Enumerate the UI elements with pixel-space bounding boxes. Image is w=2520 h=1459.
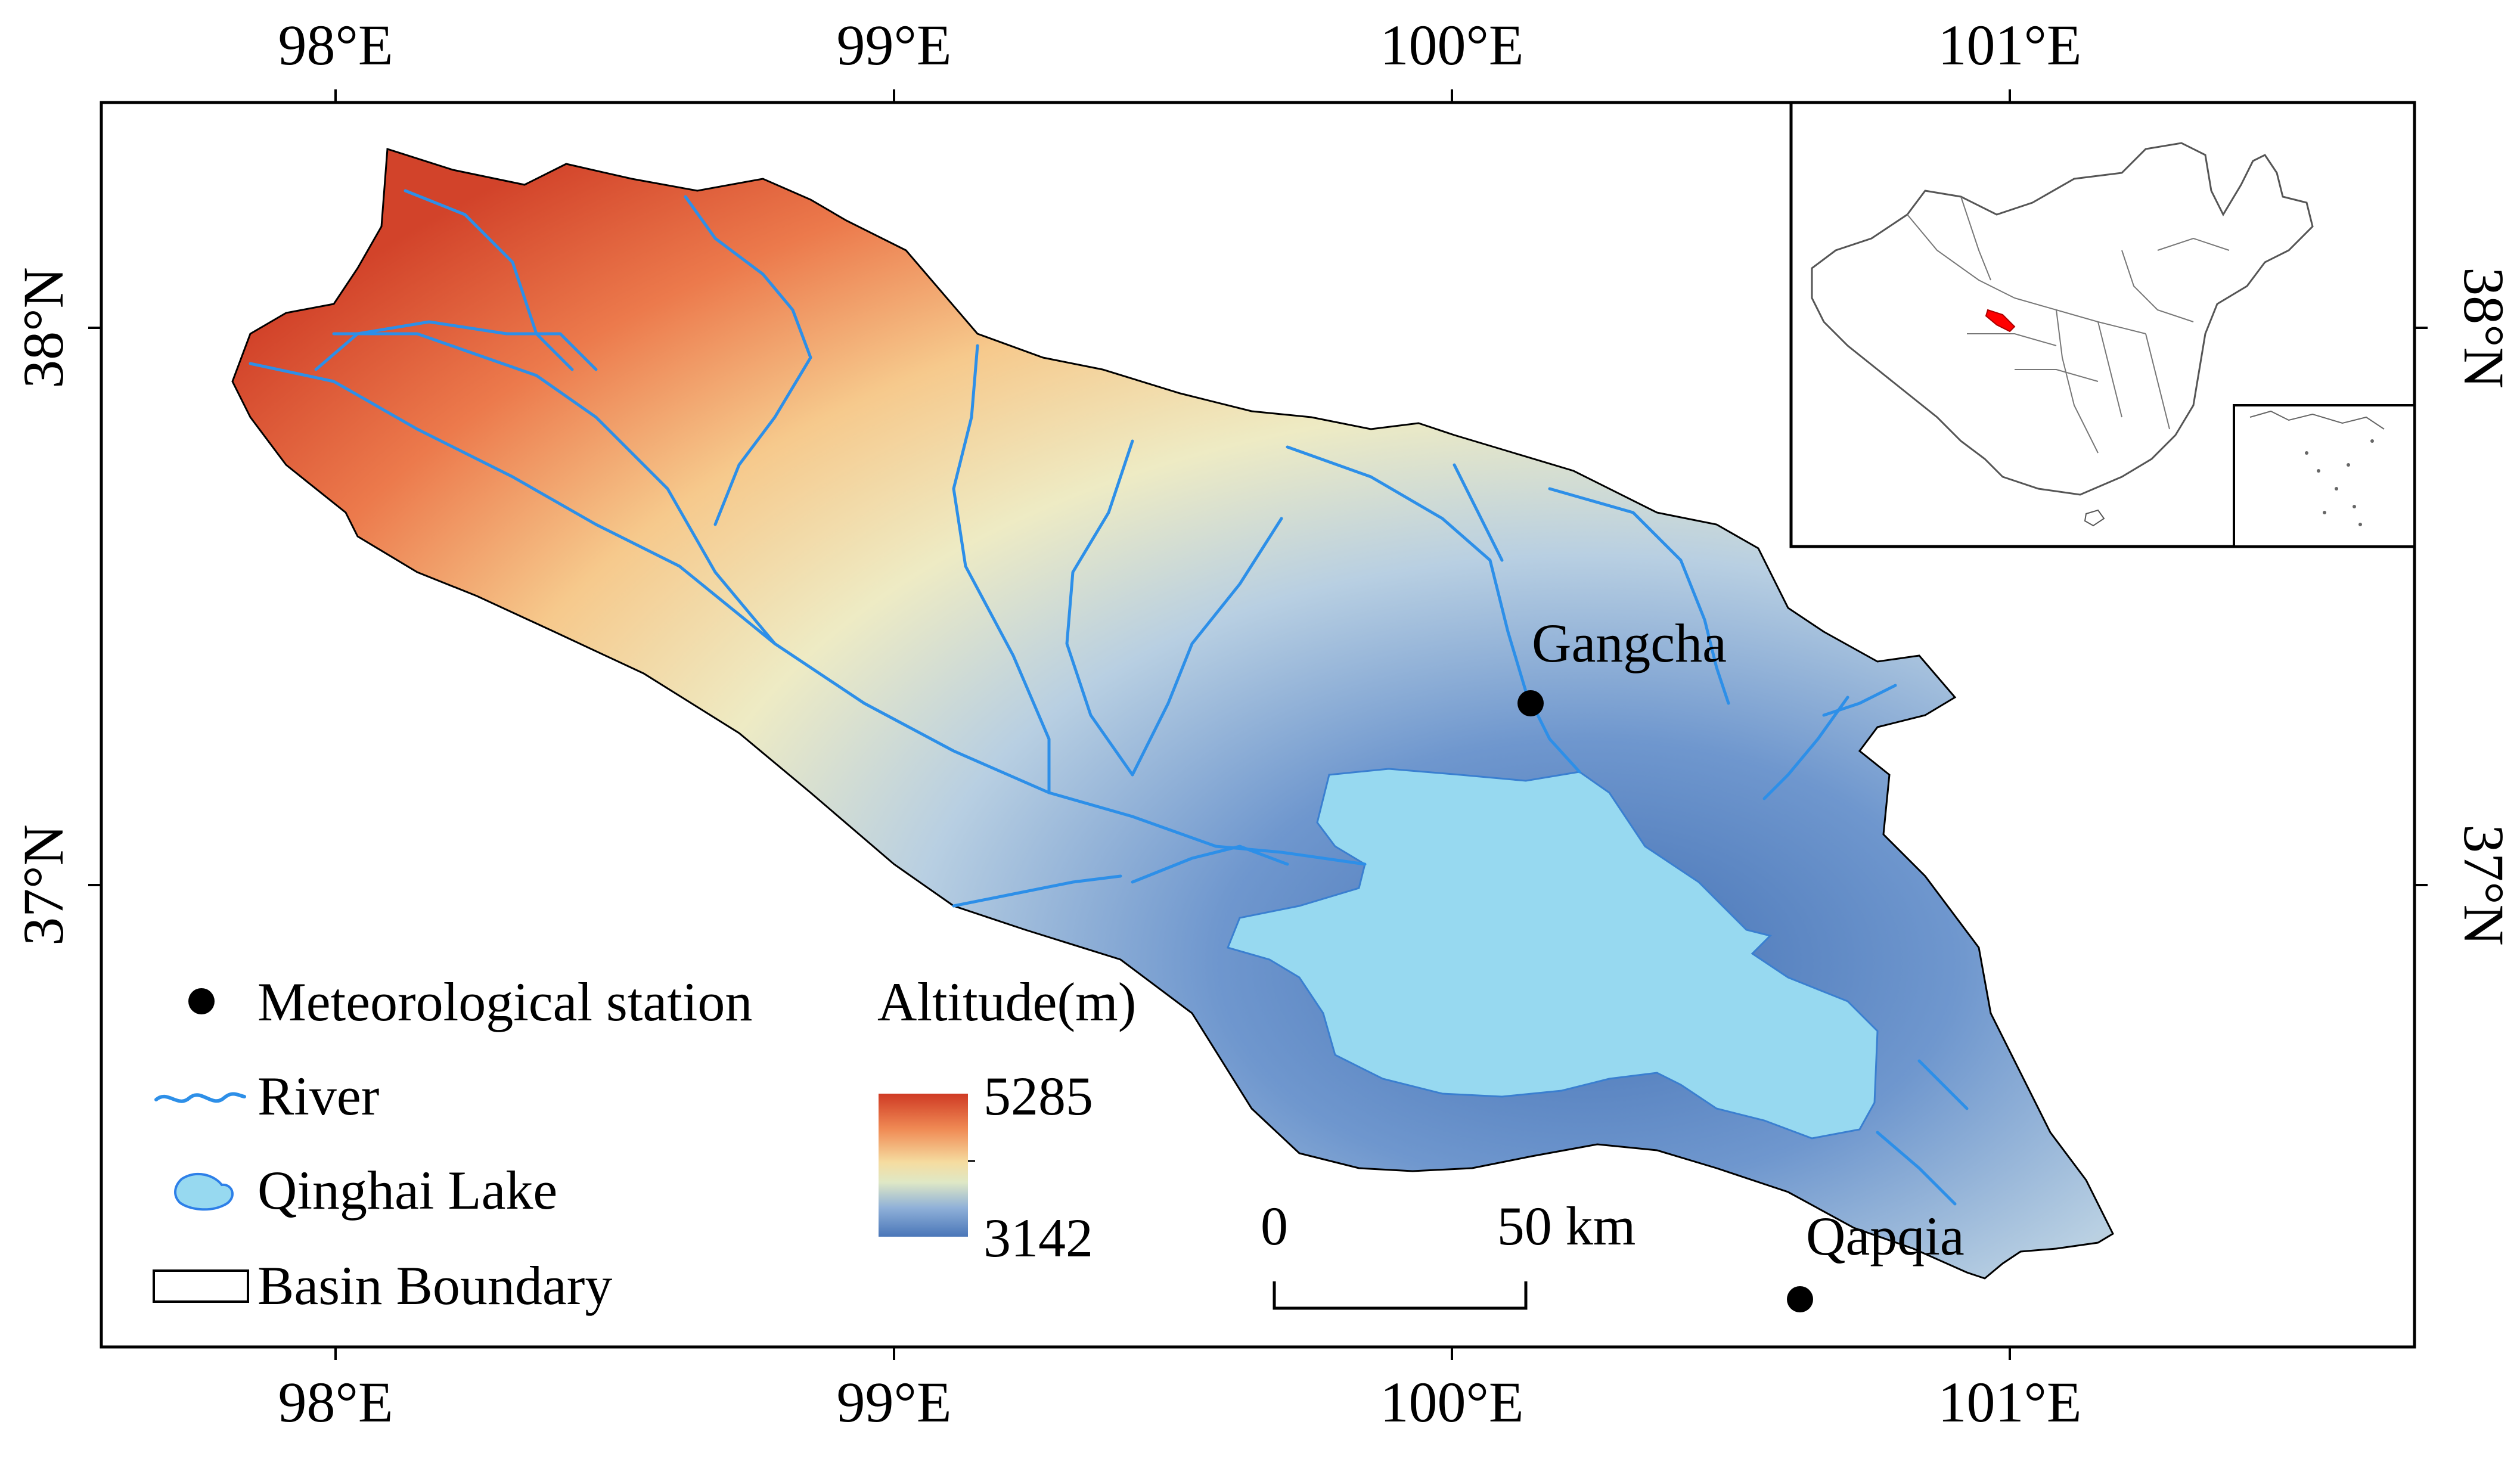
river-mid-trib [952, 344, 1051, 794]
gangcha-station-marker [1517, 690, 1544, 716]
river-shaliu [1286, 445, 1581, 774]
scale-bar-line [1273, 1281, 1528, 1310]
legend-lake-label: Qinghai Lake [257, 1160, 557, 1221]
qinghai-lake-basin-highlight [1985, 309, 2016, 333]
altitude-title: Altitude(m) [877, 971, 1136, 1032]
river-network [249, 189, 1969, 1206]
scale-bar: 0 50 km [1261, 1196, 1636, 1310]
river-south-trib-2 [952, 874, 1122, 908]
river-north-trib [332, 332, 777, 645]
map-legend: Meteorological station River Qinghai Lak… [153, 971, 752, 1316]
lon-label-top-100: 100°E [1380, 13, 1523, 77]
qinghai-lake [1226, 768, 1879, 1140]
river-east-trib [1131, 517, 1283, 777]
lon-label-bottom-100: 100°E [1380, 1370, 1523, 1434]
legend-station-symbol [188, 988, 215, 1014]
lon-label-top-101: 101°E [1938, 13, 2081, 77]
river-upper-trib [404, 189, 574, 371]
river-upper-trib-2 [684, 195, 812, 526]
legend-river-label: River [257, 1066, 379, 1126]
river-west-trib [314, 320, 598, 371]
legend-boundary-label: Basin Boundary [257, 1255, 612, 1316]
river-shaliu-trib [1453, 463, 1504, 562]
lat-label-right-38: 38°N [2452, 267, 2516, 389]
map-frame [100, 101, 2416, 1349]
subinset-islands [2305, 439, 2374, 526]
river-mid-trib-2 [1065, 439, 1134, 777]
lon-label-bottom-101: 101°E [1938, 1370, 2081, 1434]
scale-zero-label: 0 [1261, 1196, 1288, 1256]
qapqia-station-label: Qapqia [1806, 1206, 1965, 1266]
province-boundaries [1907, 196, 2230, 454]
river-buha-main [249, 362, 1367, 866]
china-inset-map [1789, 101, 2416, 548]
hainan-island [2084, 509, 2105, 527]
lon-label-top-98: 98°E [278, 13, 393, 77]
altitude-ramp [879, 1094, 968, 1237]
legend-station-label: Meteorological station [257, 971, 752, 1032]
legend-boundary-symbol [153, 1269, 249, 1303]
south-china-sea-subinset [2233, 404, 2416, 548]
gangcha-station-label: Gangcha [1532, 613, 1727, 673]
lat-label-right-37: 37°N [2452, 824, 2516, 946]
legend-lake-symbol [174, 1173, 234, 1211]
lon-label-bottom-99: 99°E [836, 1370, 951, 1434]
lon-label-bottom-98: 98°E [278, 1370, 393, 1434]
qapqia-station-marker [1787, 1286, 1813, 1312]
altitude-max-label: 5285 [983, 1066, 1093, 1126]
altitude-min-label: 3142 [983, 1207, 1093, 1268]
river-east-small [1762, 696, 1849, 800]
lon-label-top-99: 99°E [836, 13, 951, 77]
lat-label-left-38: 38°N [11, 267, 75, 389]
scale-distance-label: 50 km [1497, 1196, 1636, 1256]
lat-label-left-37: 37°N [11, 824, 75, 946]
graticule-ticks [88, 89, 2428, 1360]
china-outline [1811, 142, 2314, 496]
river-east-small-2 [1822, 684, 1897, 717]
altitude-colorbar: Altitude(m) 5285 3142 [877, 971, 1136, 1268]
legend-river-symbol [154, 1092, 246, 1103]
river-southeast [1917, 1059, 1969, 1110]
river-haergai [1548, 487, 1730, 705]
subinset-coastline [2249, 410, 2385, 430]
river-south-trib [1131, 845, 1289, 884]
river-heima [1876, 1131, 1957, 1206]
